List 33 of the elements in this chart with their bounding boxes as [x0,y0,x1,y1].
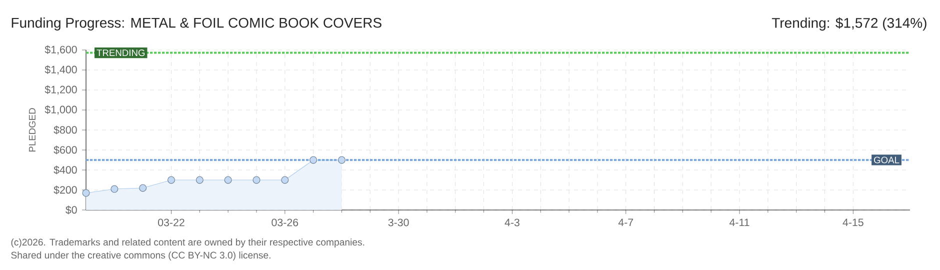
y-tick-label: $1,000 [44,105,77,115]
x-tick-label: 4-3 [504,218,520,226]
ref-line-label: GOAL [874,156,900,164]
y-tick-label: $600 [54,146,77,154]
x-tick-label: 4-7 [618,218,634,226]
y-tick-label: $1,400 [44,65,77,75]
point [168,176,175,184]
point [338,156,346,164]
text: (c)2026. Trademarks and related content are owned by their respective companies. [11,238,364,248]
point [252,176,260,184]
point [224,176,232,184]
y-tick-label: $0 [66,206,77,214]
point [82,189,90,197]
y-tick-label: $1,200 [44,85,77,95]
x-tick-label: 03-26 [272,218,298,226]
point [310,156,318,164]
y-tick-label: $1,600 [44,45,77,55]
x-tick-label: 4-11 [729,218,750,226]
point [139,184,147,192]
ref-line-label: TRENDING [96,50,145,56]
text: Trending: $1,572 (314%) [772,17,926,31]
x-tick-label: 4-15 [842,218,864,226]
chart-title: Funding Progress: METAL & FOIL COMIC BOOK COVERS [12,17,382,31]
point [110,185,118,193]
x-tick-label: 03-22 [158,218,184,226]
y-tick-label: $400 [54,166,77,174]
point [281,176,289,184]
y-axis-title: PLEDGED [28,108,36,152]
y-tick-label: $800 [54,126,77,134]
x-tick-label: 3-30 [388,218,409,226]
text: Shared under the creative commons (CC BY-NC 3.0) license. [11,252,270,260]
y-tick-label: $200 [54,186,77,194]
point [196,176,204,184]
